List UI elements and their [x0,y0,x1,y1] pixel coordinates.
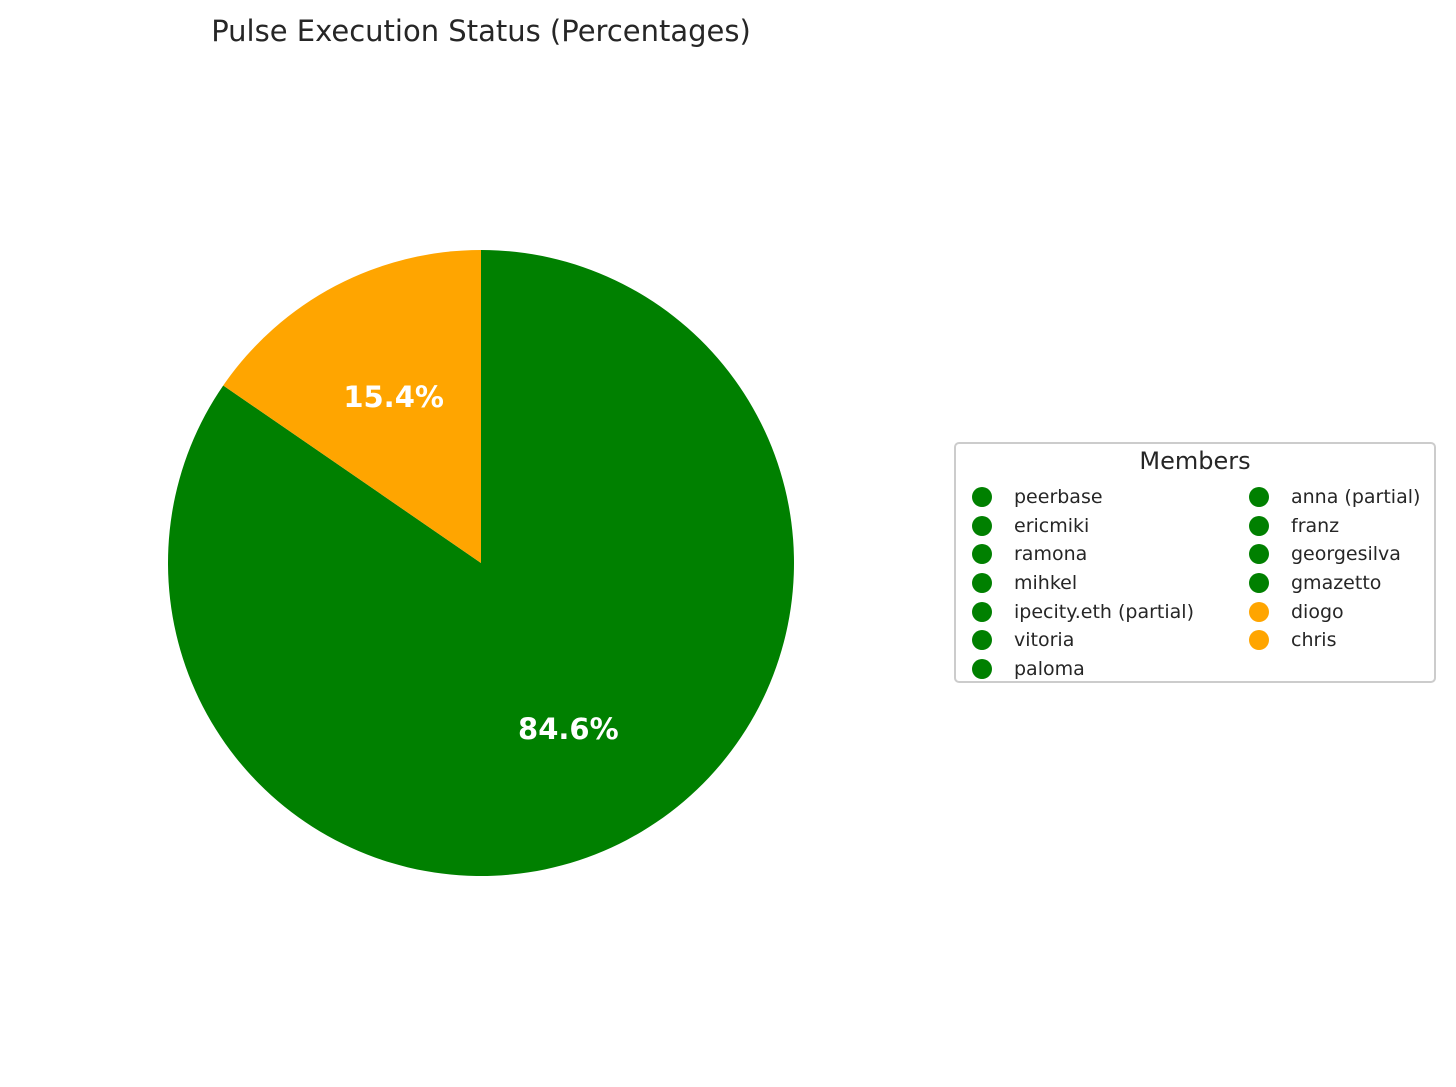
legend-item: gmazetto [1249,569,1420,598]
legend-item: paloma [972,655,1194,684]
legend-label: paloma [1014,657,1085,680]
legend-item: ipecity.eth (partial) [972,597,1194,626]
legend-marker [1249,515,1269,536]
pie-slice [223,250,481,563]
legend-label: franz [1291,514,1340,537]
legend-title: Members [1139,447,1251,475]
legend-item: peerbase [972,483,1194,512]
legend-item: chris [1249,626,1420,655]
legend-item: mihkel [972,569,1194,598]
legend-label: mihkel [1014,572,1078,595]
legend-label: ipecity.eth (partial) [1014,600,1194,623]
legend-label: anna (partial) [1291,486,1421,509]
legend-item: ramona [972,540,1194,569]
legend-label: gmazetto [1291,572,1382,595]
legend-marker [972,515,992,536]
legend-label: diogo [1291,600,1344,623]
legend-label: peerbase [1014,486,1103,509]
legend-marker [972,487,992,508]
slice-label: 84.6% [518,712,619,746]
chart-title: Pulse Execution Status (Percentages) [211,14,751,48]
legend-label: ericmiki [1014,514,1090,537]
legend-marker [972,630,992,651]
legend-item: ericmiki [972,512,1194,541]
legend-column-2: anna (partial) franz georgesilva gmazett… [1249,483,1420,655]
legend-marker [972,601,992,622]
legend-label: ramona [1014,543,1088,566]
legend-label: vitoria [1014,629,1075,652]
legend-marker [972,544,992,565]
legend-item: georgesilva [1249,540,1420,569]
legend-label: chris [1291,629,1337,652]
legend-item: franz [1249,512,1420,541]
legend: Members peerbase ericmiki ramona mihkel … [954,442,1436,683]
pie-slice [167,250,794,876]
legend-item: vitoria [972,626,1194,655]
legend-item: anna (partial) [1249,483,1420,512]
legend-marker [1249,487,1269,508]
legend-marker [972,658,992,679]
slice-label: 15.4% [343,380,444,414]
legend-column-1: peerbase ericmiki ramona mihkel ipecity.… [972,483,1194,683]
legend-marker [1249,601,1269,622]
legend-marker [1249,544,1269,565]
legend-marker [1249,573,1269,594]
legend-marker [972,573,992,594]
legend-label: georgesilva [1291,543,1401,566]
pie-chart: 84.6% 15.4% [167,250,794,876]
legend-marker [1249,630,1269,651]
legend-item: diogo [1249,597,1420,626]
